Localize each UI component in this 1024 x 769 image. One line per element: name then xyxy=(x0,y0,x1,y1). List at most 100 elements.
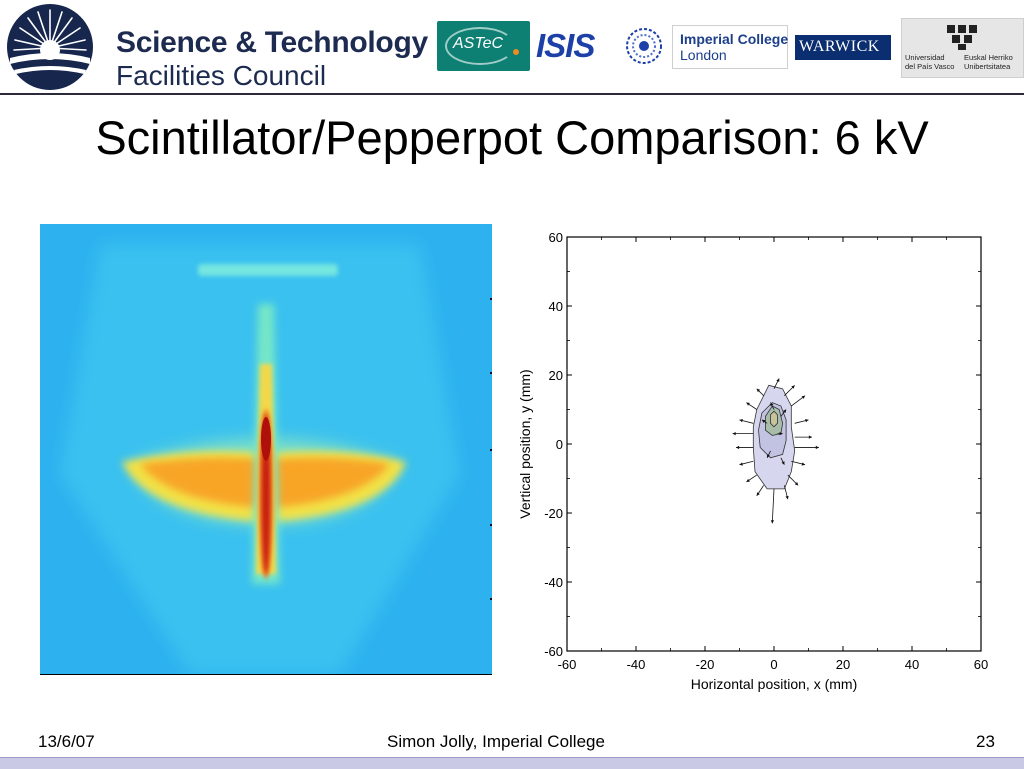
y-tick-label: -20 xyxy=(544,506,563,521)
x-tick-label: 0 xyxy=(770,657,777,672)
footer-page-number: 23 xyxy=(976,732,995,751)
vector-arrow xyxy=(756,485,764,496)
warwick-logo: WARWICK xyxy=(795,35,891,60)
ehu-right-line1: Euskal Herriko xyxy=(964,53,1013,62)
axis-ticks: -60 -40 -20 0 20 40 60 -60 -40 -20 0 20 40 60 xyxy=(544,230,988,672)
pepperpot-contour-plot: -60 -40 -20 0 20 40 60 -60 -40 -20 0 20 40 60 Horizon… xyxy=(517,230,988,692)
imperial-logo-line2: London xyxy=(680,47,727,63)
astec-logo: ASTeC xyxy=(437,21,530,71)
arrow-head xyxy=(791,385,795,389)
vector-arrow xyxy=(794,418,809,424)
imperial-logo-line1: Imperial College xyxy=(680,31,789,47)
isis-globe-icon xyxy=(626,28,662,64)
arrow-head xyxy=(801,395,806,399)
vector-arrow xyxy=(784,385,795,396)
arrow-head xyxy=(746,478,750,482)
y-tick-label: 40 xyxy=(549,299,563,314)
slide-title: Scintillator/Pepperpot Comparison: 6 kV xyxy=(95,111,929,164)
image-edge-tick xyxy=(490,298,492,300)
y-tick-label: 20 xyxy=(549,368,563,383)
y-tick-label: 0 xyxy=(556,437,563,452)
vector-arrow xyxy=(787,474,799,486)
vector-arrow xyxy=(780,409,787,417)
vector-arrow xyxy=(791,460,806,466)
contour-group xyxy=(752,384,796,490)
vector-arrow xyxy=(739,418,754,424)
footer-author: Simon Jolly, Imperial College xyxy=(387,732,605,751)
x-tick-label: 40 xyxy=(905,657,919,672)
vector-arrow xyxy=(756,388,764,396)
arrow-head xyxy=(770,402,774,407)
ehu-logo-right: Euskal Herriko Unibertsitatea xyxy=(964,53,1013,71)
arrow-head xyxy=(782,409,787,413)
arrow-head xyxy=(756,492,760,496)
vector-arrow xyxy=(761,419,768,424)
arrow-head xyxy=(776,378,780,382)
astec-ring-icon xyxy=(445,27,515,65)
ehu-left-line2: del País Vasco xyxy=(905,62,955,71)
arrow-head xyxy=(808,435,812,439)
image-edge-tick xyxy=(490,598,492,600)
vector-arrow xyxy=(739,460,754,466)
vector-arrow xyxy=(732,431,754,436)
image-edge-tick xyxy=(490,372,492,374)
arrow-head xyxy=(815,445,819,450)
y-tick-label: -40 xyxy=(544,575,563,590)
ehu-emblem-icon xyxy=(947,25,977,50)
contour-core xyxy=(770,410,778,428)
arrow-head xyxy=(736,445,740,450)
image-edge-tick xyxy=(490,449,492,451)
arrow-head xyxy=(756,388,761,393)
arrow-head xyxy=(732,431,736,436)
imperial-college-logo: Imperial College London xyxy=(672,25,788,69)
vector-arrow xyxy=(770,402,775,410)
ehu-logo-left: Universidad del País Vasco xyxy=(905,53,954,71)
vector-arrow xyxy=(746,474,757,483)
vector-arrow xyxy=(794,435,812,439)
vector-arrow xyxy=(770,488,775,524)
arrow-head xyxy=(766,454,770,458)
vector-arrow xyxy=(791,395,806,407)
isis-logo-text: ISIS xyxy=(536,27,595,64)
vector-arrow-group xyxy=(732,378,819,524)
ehu-left-line1: Universidad xyxy=(905,53,945,62)
astec-dot-icon xyxy=(513,49,519,55)
vector-arrow xyxy=(780,457,785,465)
scintillator-image xyxy=(40,224,492,675)
astec-logo-text: ASTeC xyxy=(453,35,504,52)
vector-arrow xyxy=(746,402,757,410)
y-tick-label: -60 xyxy=(544,644,563,659)
vector-arrow xyxy=(783,485,789,500)
header-divider xyxy=(0,93,1024,95)
y-tick-label: 60 xyxy=(549,230,563,245)
footer-bar xyxy=(0,757,1024,769)
scintillator-heatmap-graphic xyxy=(40,224,492,674)
arrow-head xyxy=(761,419,766,423)
image-edge-tick xyxy=(490,524,492,526)
arrow-head xyxy=(801,462,806,466)
ehu-right-line2: Unibertsitatea xyxy=(964,62,1011,71)
x-tick-label: 60 xyxy=(974,657,988,672)
arrow-head xyxy=(746,402,750,406)
x-tick-label: -60 xyxy=(558,657,577,672)
arrow-shaft xyxy=(771,488,775,524)
slide-header: Science & Technology Facilities Council … xyxy=(0,0,1024,94)
vector-arrow xyxy=(766,450,771,458)
x-tick-label: -40 xyxy=(627,657,646,672)
vector-arrow xyxy=(794,445,819,450)
x-tick-label: 20 xyxy=(836,657,850,672)
x-tick-label: -20 xyxy=(696,657,715,672)
arrow-head xyxy=(781,461,785,465)
y-axis-label: Vertical position, y (mm) xyxy=(517,369,533,518)
vector-arrow xyxy=(736,445,754,450)
arrow-head xyxy=(739,418,743,423)
warwick-logo-text: WARWICK xyxy=(799,38,880,55)
stfc-name-line1: Science & Technology xyxy=(116,26,428,59)
arrow-head xyxy=(805,418,809,423)
arrow-head xyxy=(785,495,789,500)
stfc-name-line2: Facilities Council xyxy=(116,60,327,91)
footer-date: 13/6/07 xyxy=(38,732,95,751)
arrow-head xyxy=(770,520,775,524)
ehu-logo: Universidad del País Vasco Euskal Herrik… xyxy=(901,18,1024,78)
arrow-head xyxy=(794,482,799,486)
